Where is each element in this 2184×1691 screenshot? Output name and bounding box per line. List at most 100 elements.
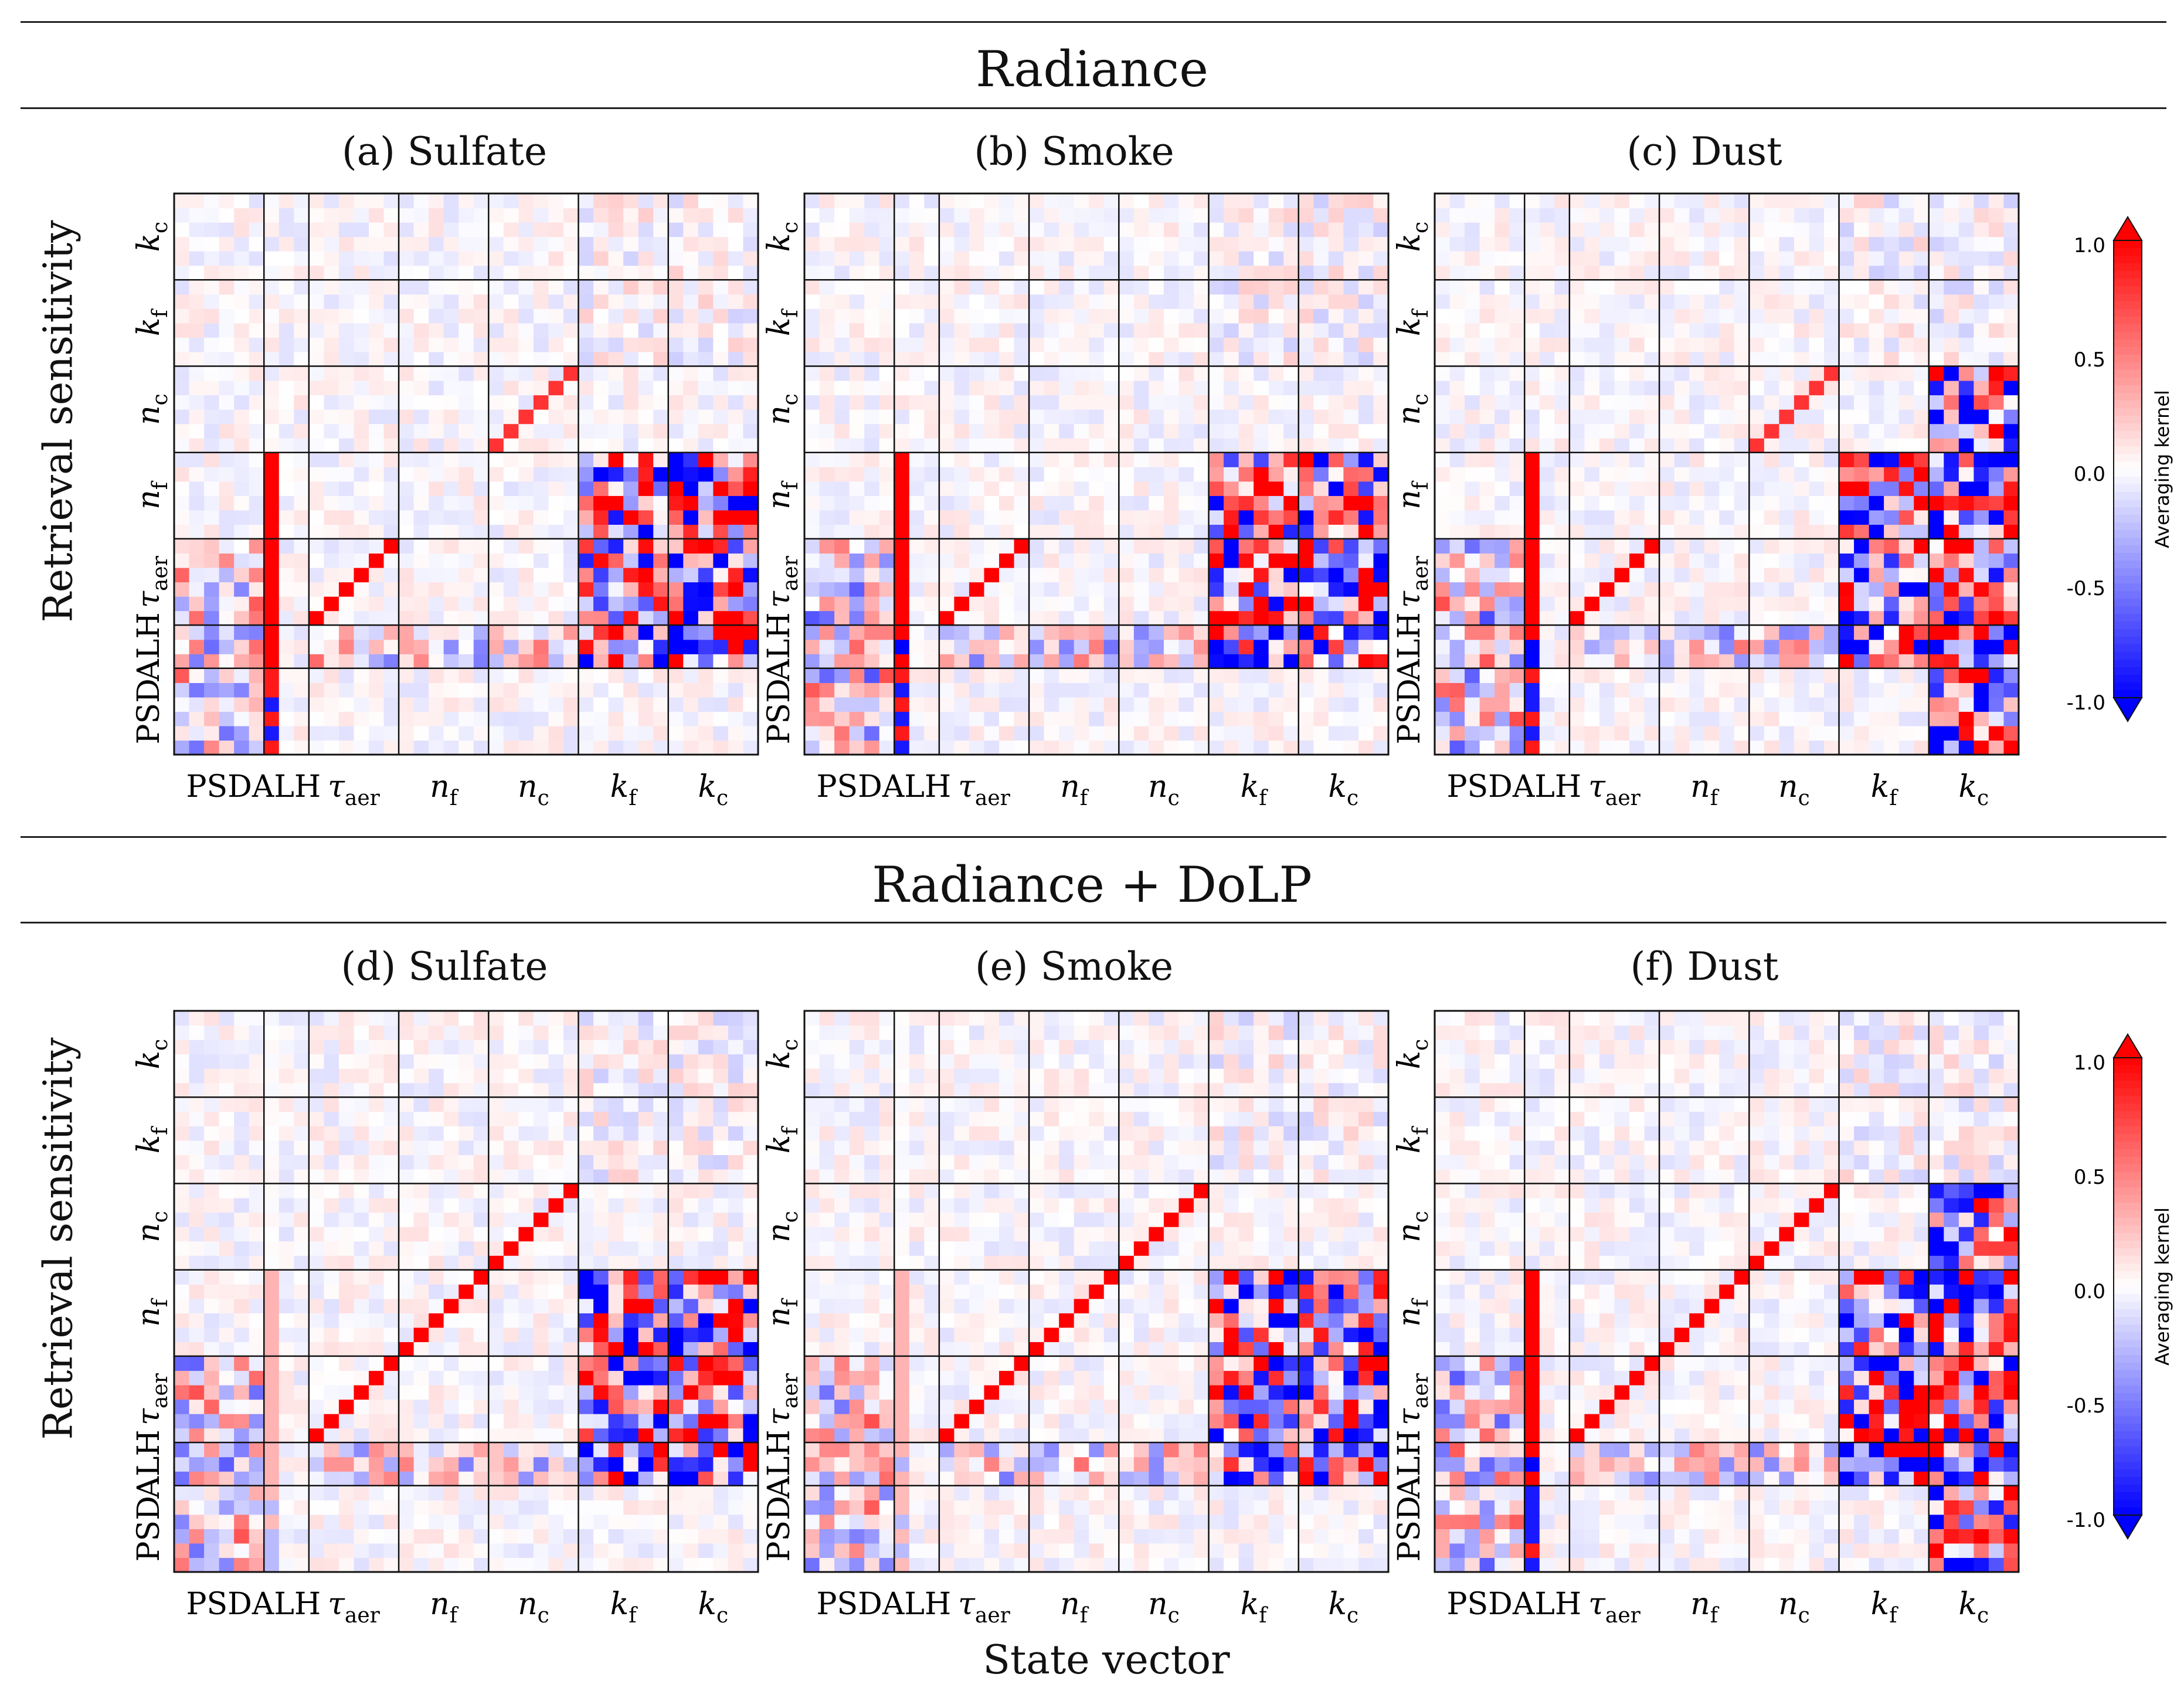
heatmap-cell	[1133, 524, 1149, 539]
heatmap-cell	[1794, 740, 1810, 755]
heatmap-cell	[294, 1456, 310, 1472]
heatmap-cell	[249, 654, 264, 669]
heatmap-cell	[653, 381, 669, 396]
heatmap-cell	[473, 351, 489, 367]
heatmap-cell	[1479, 481, 1495, 496]
heatmap-cell	[264, 495, 280, 511]
heatmap-cell	[429, 1485, 444, 1500]
heatmap-cell	[1283, 308, 1299, 324]
heatmap-cell	[473, 1456, 489, 1472]
heatmap-cell	[518, 351, 534, 367]
heatmap-cell	[219, 366, 235, 381]
heatmap-cell	[1704, 596, 1720, 612]
heatmap-cell	[1569, 639, 1585, 654]
heatmap-cell	[1569, 625, 1585, 640]
heatmap-cell	[1584, 668, 1600, 683]
heatmap-cell	[984, 711, 1000, 726]
heatmap-cell	[1224, 409, 1239, 425]
heatmap-cell	[249, 481, 264, 496]
heatmap-cell	[1014, 438, 1030, 453]
heatmap-cell	[593, 452, 609, 467]
heatmap-cell	[578, 740, 594, 755]
heatmap-cell	[1854, 395, 1870, 410]
heatmap-cell	[473, 251, 489, 266]
heatmap-cell	[1599, 423, 1615, 439]
heatmap-cell	[369, 495, 385, 511]
heatmap-cell	[1283, 725, 1299, 741]
heatmap-cell	[608, 625, 624, 640]
heatmap-cell	[984, 452, 1000, 467]
heatmap-cell	[849, 294, 865, 309]
heatmap-cell	[399, 1557, 415, 1573]
heatmap-cell	[1599, 553, 1615, 568]
heatmap-cell	[369, 308, 385, 324]
heatmap-cell	[1313, 337, 1329, 352]
heatmap-cell	[1539, 610, 1555, 626]
heatmap-cell	[1509, 452, 1525, 467]
heatmap-cell	[1268, 423, 1284, 439]
heatmap-cell	[1629, 538, 1645, 554]
heatmap-cell	[1914, 481, 1930, 496]
heatmap-cell	[429, 682, 444, 698]
heatmap-cell	[2003, 538, 2019, 554]
heatmap-cell	[1343, 510, 1359, 525]
heatmap-cell	[1539, 337, 1555, 352]
heatmap-cell	[819, 366, 835, 381]
heatmap-cell	[924, 265, 940, 280]
heatmap-cell	[638, 725, 654, 741]
heatmap-cell	[698, 280, 714, 295]
heatmap-cell	[1614, 265, 1630, 280]
heatmap-cell	[683, 265, 699, 280]
heatmap-cell	[1119, 568, 1135, 583]
heatmap-cell	[1584, 381, 1600, 396]
heatmap-cell	[1869, 495, 1884, 511]
heatmap-cell	[578, 682, 594, 698]
heatmap-cell	[1659, 639, 1675, 654]
heatmap-cell	[308, 280, 324, 295]
heatmap-cell	[1358, 366, 1374, 381]
heatmap-cell	[849, 280, 865, 295]
heatmap-cell	[324, 553, 339, 568]
heatmap-cell	[1119, 654, 1135, 669]
heatmap-cell	[1809, 682, 1825, 698]
heatmap-cell	[668, 423, 684, 439]
heatmap-cell	[1238, 524, 1254, 539]
heatmap-cell	[219, 510, 235, 525]
heatmap-cell	[264, 740, 280, 755]
heatmap-cell	[383, 452, 399, 467]
heatmap-cell	[1103, 322, 1119, 338]
heatmap-cell	[1794, 510, 1810, 525]
heatmap-cell	[338, 711, 355, 726]
heatmap-cell	[1208, 366, 1224, 381]
heatmap-cell	[1988, 654, 2005, 669]
heatmap-cell	[369, 193, 385, 209]
heatmap-cell	[1869, 538, 1884, 554]
heatmap-cell	[1044, 467, 1059, 482]
heatmap-cell	[548, 524, 564, 539]
heatmap-cell	[219, 654, 235, 669]
heatmap-cell	[1554, 625, 1570, 640]
heatmap-cell	[999, 409, 1015, 425]
heatmap-cell	[804, 610, 820, 626]
heatmap-cell	[743, 322, 759, 338]
heatmap-cell	[1435, 538, 1451, 554]
heatmap-cell	[1044, 682, 1059, 698]
heatmap-cell	[1465, 395, 1480, 410]
heatmap-cell	[999, 395, 1015, 410]
heatmap-cell	[563, 438, 579, 453]
heatmap-cell	[894, 538, 910, 554]
heatmap-cell	[1509, 265, 1525, 280]
heatmap-cell	[804, 711, 820, 726]
heatmap-cell	[548, 596, 564, 612]
heatmap-cell	[1524, 409, 1540, 425]
heatmap-cell	[1884, 524, 1900, 539]
heatmap-cell	[354, 222, 369, 237]
heatmap-cell	[683, 682, 699, 698]
heatmap-cell	[278, 366, 294, 381]
y-tick-label: nc	[1392, 393, 1433, 425]
heatmap-cell	[1103, 682, 1119, 698]
heatmap-cell	[219, 1543, 235, 1558]
heatmap-cell	[969, 423, 985, 439]
heatmap-cell	[1659, 265, 1675, 280]
